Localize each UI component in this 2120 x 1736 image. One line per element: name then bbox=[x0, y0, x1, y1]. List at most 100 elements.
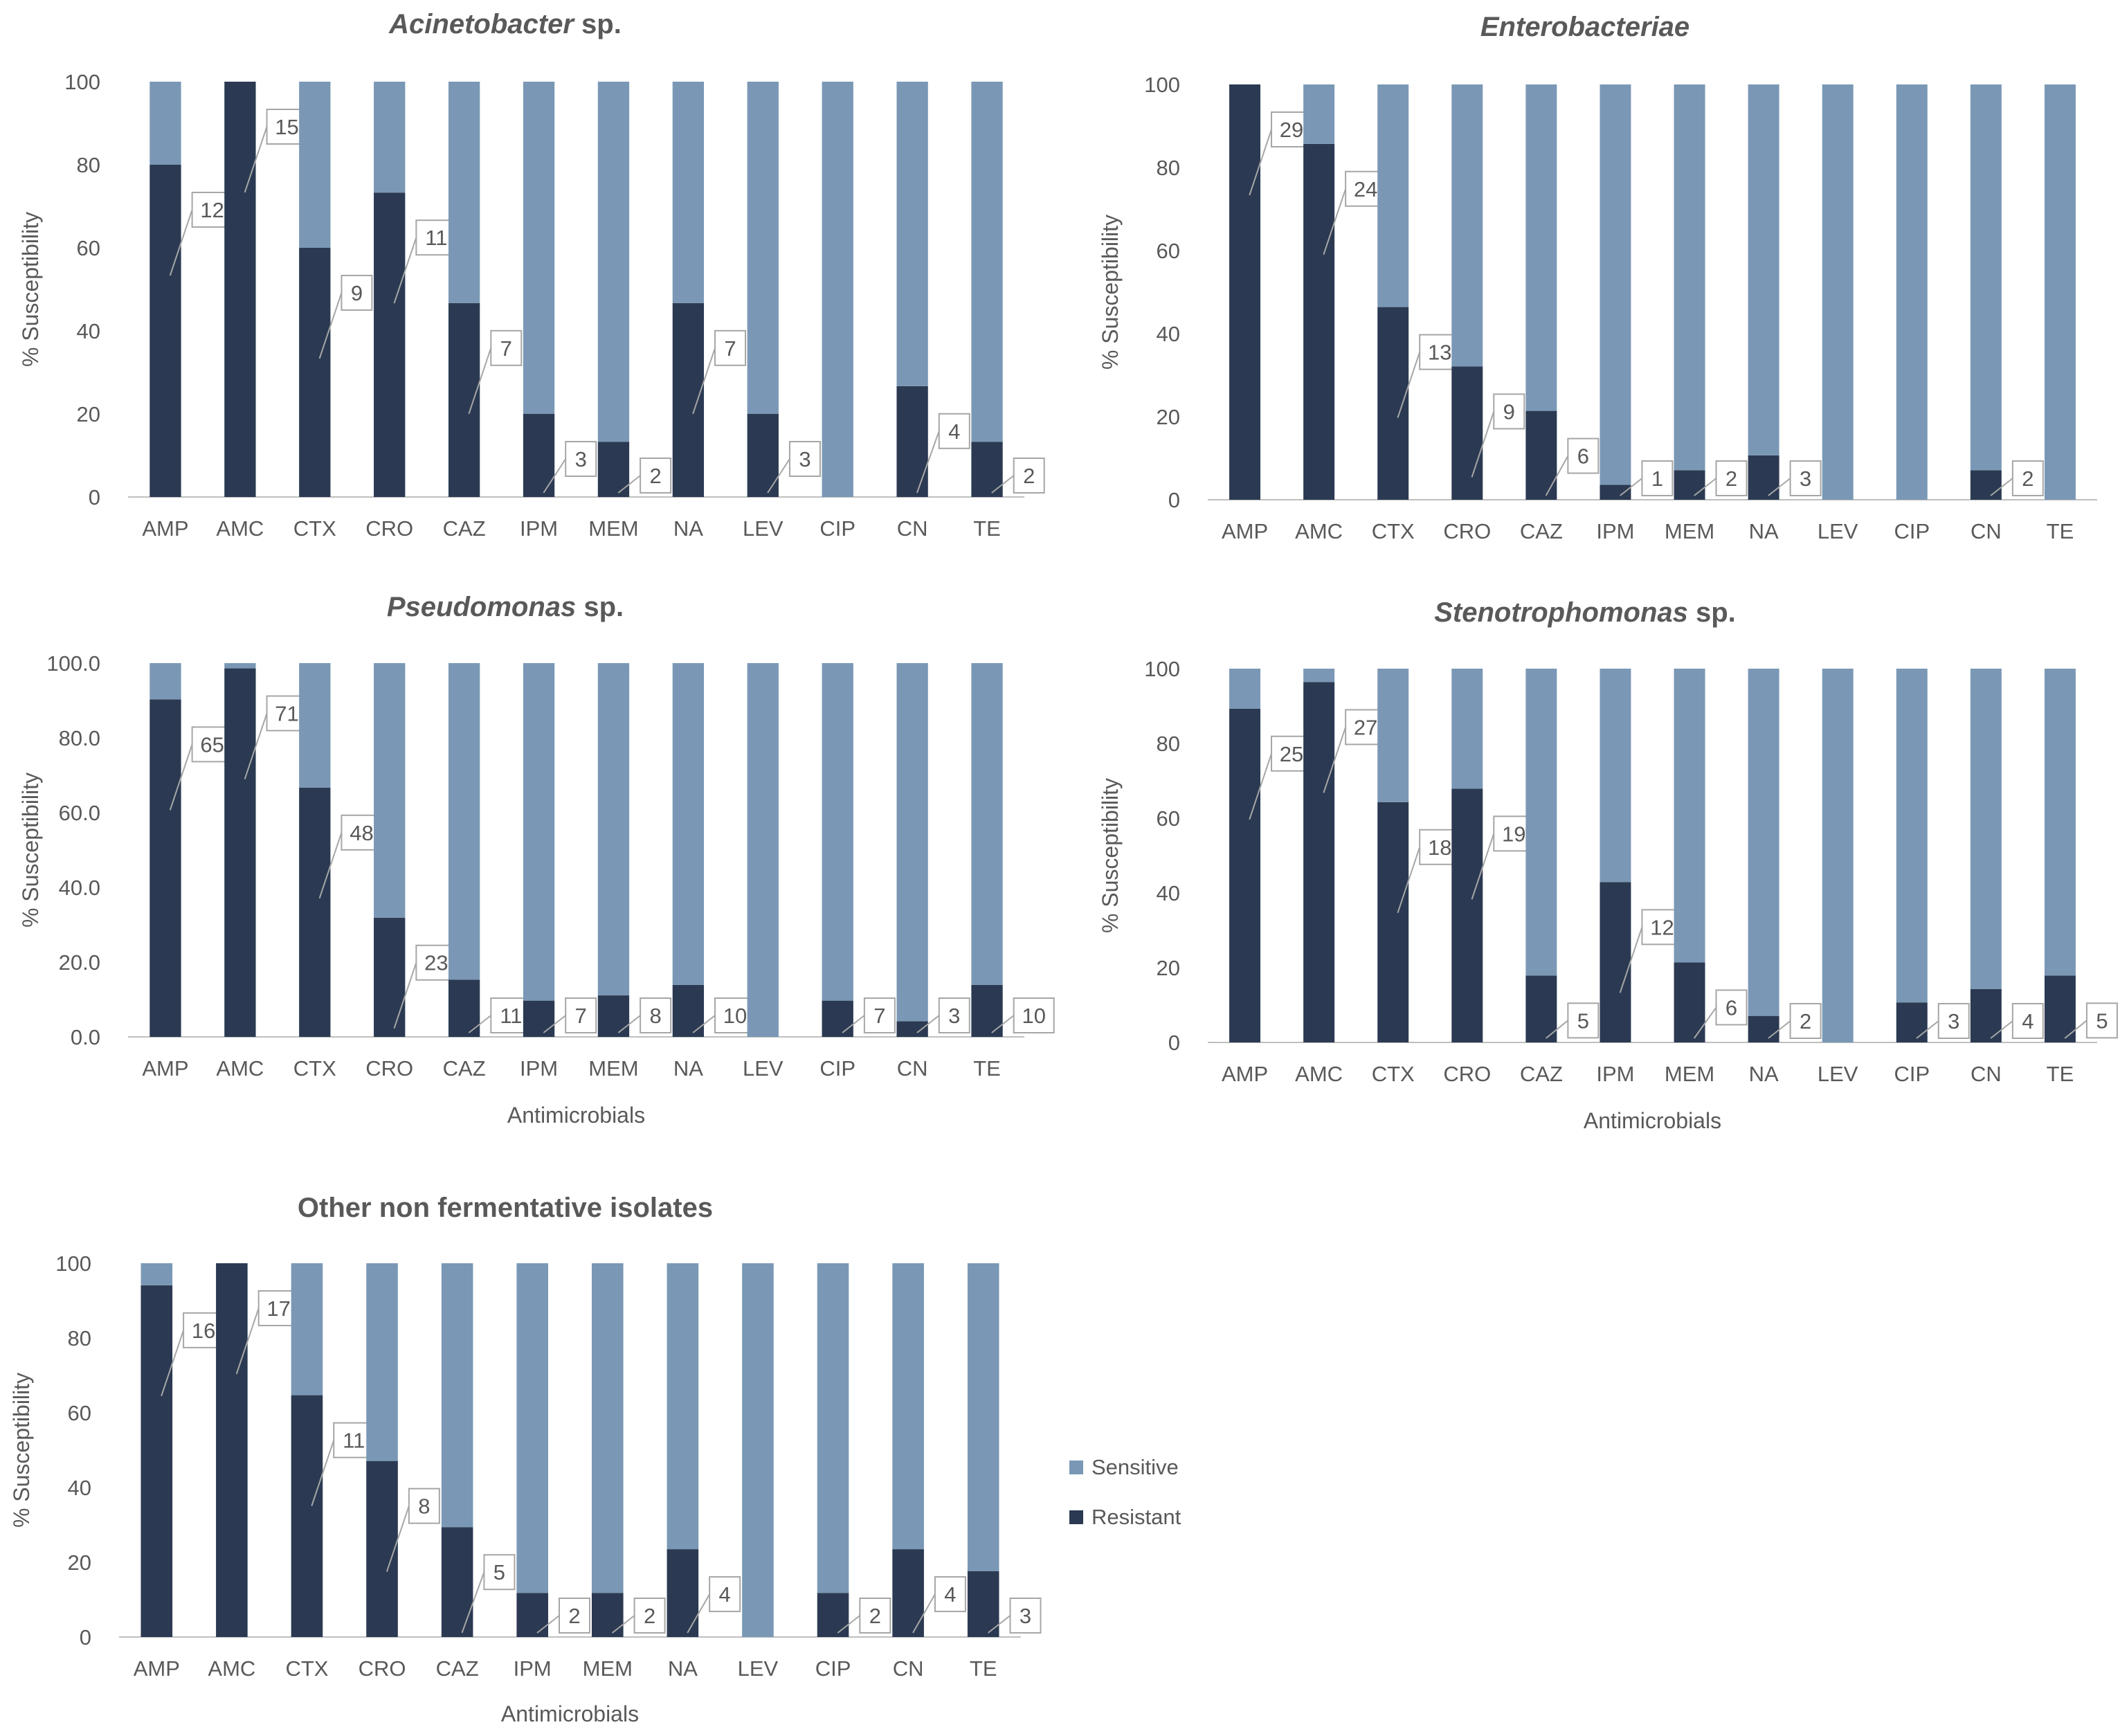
bar-resistant-cro bbox=[374, 917, 406, 1037]
legend-swatch-resistant bbox=[1069, 1510, 1083, 1524]
y-axis-label: % Susceptibility bbox=[1098, 215, 1123, 370]
data-label-box bbox=[2085, 1002, 2118, 1039]
data-label-box bbox=[1937, 1003, 1970, 1039]
bar-sensitive-te bbox=[2044, 84, 2076, 500]
y-tick-label: 60 bbox=[1157, 806, 1180, 831]
x-tick-label: AMC bbox=[1295, 519, 1343, 543]
bar-resistant-ctx bbox=[299, 248, 331, 497]
x-tick-label: TE bbox=[973, 516, 1001, 541]
data-label-box bbox=[1789, 460, 1822, 496]
bar-resistant-na bbox=[1748, 1015, 1779, 1042]
data-label-leader bbox=[235, 1308, 260, 1375]
bar-sensitive-cn bbox=[892, 1263, 924, 1550]
bar-resistant-cro bbox=[366, 1461, 398, 1637]
y-tick-label: 40 bbox=[77, 319, 100, 343]
bar-sensitive-ctx bbox=[291, 1263, 323, 1395]
bar-sensitive-ipm bbox=[523, 82, 555, 414]
data-label-leader bbox=[1249, 129, 1272, 196]
bar-sensitive-amp bbox=[150, 663, 181, 700]
data-label-leader bbox=[837, 1615, 860, 1634]
bar-sensitive-cro bbox=[1451, 84, 1483, 367]
x-tick-label: AMC bbox=[216, 516, 264, 541]
bar-resistant-amc bbox=[216, 1263, 248, 1637]
bar-sensitive-amc bbox=[1303, 669, 1335, 682]
data-label: 7 bbox=[873, 1004, 885, 1028]
x-tick-label: IPM bbox=[1596, 519, 1634, 543]
data-label-box bbox=[565, 441, 597, 477]
y-tick-label: 0 bbox=[1168, 488, 1180, 512]
data-label-leader bbox=[461, 1571, 485, 1634]
y-tick-label: 40 bbox=[1157, 322, 1180, 346]
x-tick-label: MEM bbox=[588, 1056, 638, 1081]
bar-resistant-caz bbox=[1525, 975, 1557, 1042]
data-label-leader bbox=[692, 347, 716, 415]
data-label-leader bbox=[318, 832, 343, 899]
bar-sensitive-amp bbox=[1229, 669, 1261, 709]
x-tick-label: CIP bbox=[1894, 1062, 1930, 1086]
data-label-box bbox=[2011, 460, 2044, 496]
legend-label-sensitive: Sensitive bbox=[1091, 1455, 1179, 1479]
bar-resistant-na bbox=[667, 1549, 699, 1637]
y-tick-label: 60.0 bbox=[59, 801, 100, 825]
bar-resistant-cn bbox=[1970, 470, 2002, 500]
bar-resistant-na bbox=[672, 984, 705, 1037]
bar-resistant-ctx bbox=[1377, 307, 1409, 500]
bar-sensitive-te bbox=[971, 663, 1003, 985]
bar-sensitive-ipm bbox=[516, 1263, 549, 1593]
data-label: 4 bbox=[719, 1582, 731, 1607]
bar-resistant-cn bbox=[1970, 988, 2002, 1042]
data-label: 2 bbox=[1725, 467, 1737, 491]
bar-sensitive-ctx bbox=[299, 82, 331, 248]
data-label-box bbox=[1009, 1598, 1042, 1634]
data-label-box bbox=[559, 1598, 591, 1634]
data-label-leader bbox=[916, 1015, 940, 1033]
legend-label-resistant: Resistant bbox=[1091, 1505, 1181, 1529]
bar-resistant-amp bbox=[150, 165, 181, 497]
bar-resistant-caz bbox=[441, 1527, 473, 1637]
bar-sensitive-mem bbox=[597, 82, 630, 442]
bar-sensitive-amc bbox=[1303, 84, 1335, 144]
data-label: 6 bbox=[1725, 995, 1737, 1020]
data-label: 24 bbox=[1354, 177, 1377, 201]
x-tick-label: CN bbox=[893, 1656, 924, 1681]
data-label: 19 bbox=[1502, 822, 1525, 846]
bar-sensitive-lev bbox=[742, 1263, 774, 1637]
x-tick-label: CIP bbox=[1894, 519, 1930, 543]
chart-5: Other non fermentative isolates % Suscept… bbox=[9, 1193, 1042, 1726]
x-axis-label: Antimicrobials bbox=[1584, 1108, 1721, 1133]
bar-sensitive-cn bbox=[896, 663, 928, 1022]
y-tick-label: 100 bbox=[1144, 657, 1180, 681]
bar-sensitive-ipm bbox=[523, 663, 555, 1001]
data-label-leader bbox=[169, 744, 193, 811]
x-tick-label: LEV bbox=[1818, 519, 1858, 543]
data-label: 4 bbox=[948, 419, 960, 444]
y-tick-label: 60 bbox=[1157, 239, 1180, 263]
bar-resistant-cip bbox=[1896, 1002, 1928, 1042]
bar-sensitive-ctx bbox=[1377, 669, 1409, 802]
bar-resistant-na bbox=[672, 302, 705, 497]
data-label-leader bbox=[767, 458, 790, 494]
data-label-box bbox=[1013, 458, 1045, 494]
data-label-leader bbox=[991, 1015, 1015, 1033]
x-axis-label: Antimicrobials bbox=[501, 1701, 639, 1726]
data-label: 8 bbox=[649, 1004, 661, 1028]
bar-sensitive-cip bbox=[817, 1263, 849, 1593]
data-label-leader bbox=[393, 962, 417, 1029]
legend-item-sensitive: Sensitive bbox=[1069, 1454, 1181, 1481]
x-axis-label: Antimicrobials bbox=[507, 1103, 645, 1128]
bar-sensitive-mem bbox=[1674, 84, 1705, 471]
x-tick-label: CN bbox=[897, 516, 928, 541]
x-tick-label: CIP bbox=[815, 1656, 851, 1681]
data-label-leader bbox=[386, 1506, 410, 1572]
bar-sensitive-lev bbox=[747, 82, 779, 414]
x-tick-label: AMC bbox=[216, 1056, 264, 1081]
y-axis-label: % Susceptibility bbox=[18, 772, 43, 928]
x-tick-label: NA bbox=[1749, 519, 1779, 543]
bar-sensitive-amp bbox=[150, 82, 181, 165]
data-label-box bbox=[938, 413, 970, 449]
data-label-box bbox=[938, 997, 970, 1033]
data-label: 6 bbox=[1577, 444, 1589, 469]
x-tick-label: MEM bbox=[588, 516, 638, 541]
x-tick-label: TE bbox=[2047, 1062, 2074, 1086]
data-label: 5 bbox=[2096, 1009, 2108, 1033]
